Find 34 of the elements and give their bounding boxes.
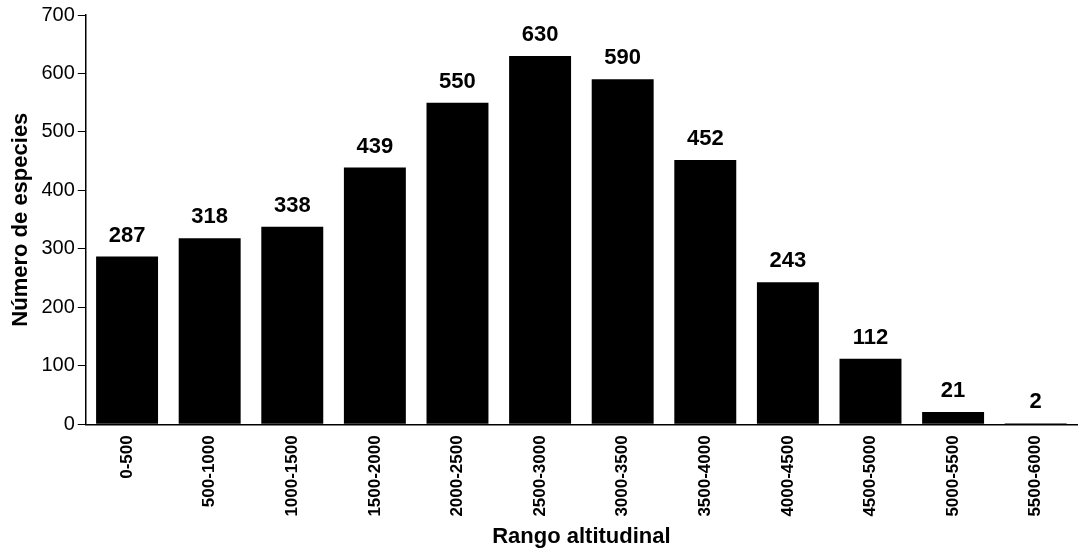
y-axis-title: Número de especies: [7, 112, 33, 327]
x-tick-label: 500-1000: [199, 435, 219, 508]
data-label: 590: [604, 44, 642, 70]
x-tick-label: 3000-3500: [612, 435, 632, 517]
x-tick-label: 1500-2000: [364, 435, 384, 517]
y-tick-label: 400: [41, 177, 75, 200]
x-tick-label: 2500-3000: [529, 435, 549, 517]
x-tick-label: 5500-6000: [1025, 435, 1045, 517]
data-label: 550: [439, 67, 476, 93]
x-tick-label: 3500-4000: [694, 435, 714, 517]
y-tick-label: 700: [41, 2, 75, 25]
data-label: 439: [356, 132, 394, 158]
data-label: 318: [191, 203, 229, 229]
y-tick-label: 500: [41, 119, 75, 142]
data-label: 112: [852, 323, 889, 349]
x-tick-label: 2000-2500: [447, 435, 467, 517]
data-label: 21: [940, 377, 966, 403]
x-tick-label: 0-500: [116, 435, 136, 479]
data-label: 338: [273, 191, 311, 217]
x-tick-label: 4000-4500: [777, 435, 797, 517]
data-label: 287: [108, 221, 146, 247]
data-label: 2: [1029, 388, 1042, 414]
x-tick-label: 1000-1500: [281, 435, 301, 517]
y-tick-label: 0: [63, 411, 75, 434]
data-label: 243: [769, 247, 807, 273]
data-label: 630: [521, 20, 559, 46]
y-tick-label: 600: [41, 60, 75, 83]
y-tick-label: 200: [41, 294, 75, 317]
x-tick-label: 5000-5500: [942, 435, 962, 517]
x-axis-title: Rango altitudinal: [492, 522, 671, 548]
y-tick-label: 300: [41, 236, 75, 259]
data-label: 452: [686, 125, 724, 151]
x-tick-label: 4500-5000: [860, 435, 880, 517]
y-tick-label: 100: [41, 353, 75, 376]
